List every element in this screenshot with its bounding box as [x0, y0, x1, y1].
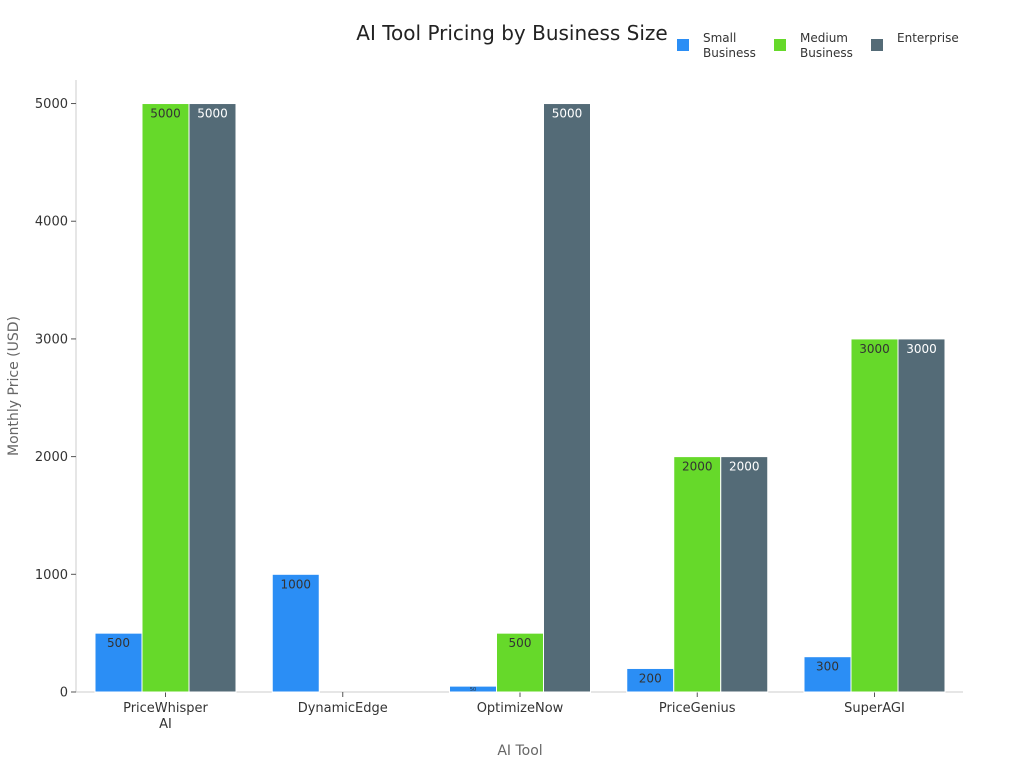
bar-value-label: 5000	[197, 107, 228, 121]
legend-item: Small Business	[677, 31, 756, 60]
x-tick-label: PriceWhisper AI	[123, 701, 208, 732]
legend-item: Medium Business	[774, 31, 853, 60]
bar-value-label: 2000	[682, 460, 713, 474]
legend-label: Small Business	[703, 31, 756, 60]
bar	[188, 103, 237, 693]
bars: 500 1000 50 200 300 5000 500 2000 3000 5000 5000 20…	[94, 103, 946, 693]
bar	[94, 632, 143, 693]
bar	[496, 632, 544, 693]
bar	[673, 456, 722, 693]
bar-value-label: 1000	[280, 577, 311, 591]
bar-value-label: 5000	[552, 107, 583, 121]
legend-swatch	[871, 39, 883, 51]
y-tick-label: 3000	[35, 332, 68, 347]
bar	[720, 456, 769, 693]
legend-swatch	[774, 39, 786, 51]
x-tick-label-line: DynamicEdge	[298, 701, 388, 716]
legend-label-line: Business	[703, 46, 756, 60]
bar-value-label: 300	[816, 660, 839, 674]
y-axis-label: Monthly Price (USD)	[6, 316, 22, 456]
legend-label-line: Business	[800, 46, 853, 60]
x-tick-label-line: AI	[159, 717, 172, 732]
x-tick-label-line: SuperAGI	[844, 701, 905, 716]
bar	[850, 338, 899, 693]
x-tick-label: SuperAGI	[844, 701, 905, 716]
y-tick-label: 5000	[35, 97, 68, 112]
chart-title: AI Tool Pricing by Business Size	[356, 21, 667, 45]
bar-value-label: 50	[470, 687, 476, 693]
legend-label-line: Medium	[800, 31, 848, 45]
legend-label-line: Small	[703, 31, 736, 45]
legend-label-line: Enterprise	[897, 31, 959, 45]
y-tick-label: 1000	[35, 568, 68, 583]
bar-value-label: 2000	[729, 460, 760, 474]
bar-value-label: 3000	[859, 342, 890, 356]
axes: 0 1000 2000 3000 4000 5000 PriceWhisper AI Dynam…	[35, 80, 963, 732]
legend-label: Enterprise	[897, 31, 959, 45]
x-tick-label-line: OptimizeNow	[477, 701, 564, 716]
bar-value-label: 500	[509, 636, 532, 650]
legend-swatch	[677, 39, 689, 51]
legend-label: Medium Business	[800, 31, 853, 60]
bar-value-label: 5000	[150, 107, 181, 121]
bar-value-label: 3000	[906, 342, 937, 356]
bar-value-label: 200	[639, 671, 662, 685]
y-tick-label: 4000	[35, 215, 68, 230]
bar	[271, 573, 320, 693]
x-tick-label-line: PriceGenius	[659, 701, 736, 716]
x-tick-label: DynamicEdge	[298, 701, 388, 716]
x-axis-label: AI Tool	[497, 743, 542, 759]
bar	[803, 656, 852, 693]
bar	[543, 103, 591, 693]
bar-value-label: 500	[107, 636, 130, 650]
y-tick-label: 2000	[35, 450, 68, 465]
x-tick-label: PriceGenius	[659, 701, 736, 716]
x-tick-label-line: PriceWhisper	[123, 701, 208, 716]
x-tick-label: OptimizeNow	[477, 701, 564, 716]
legend-item: Enterprise	[871, 31, 959, 51]
bar	[141, 103, 190, 693]
bar	[897, 338, 946, 693]
y-tick-label: 0	[60, 686, 68, 701]
